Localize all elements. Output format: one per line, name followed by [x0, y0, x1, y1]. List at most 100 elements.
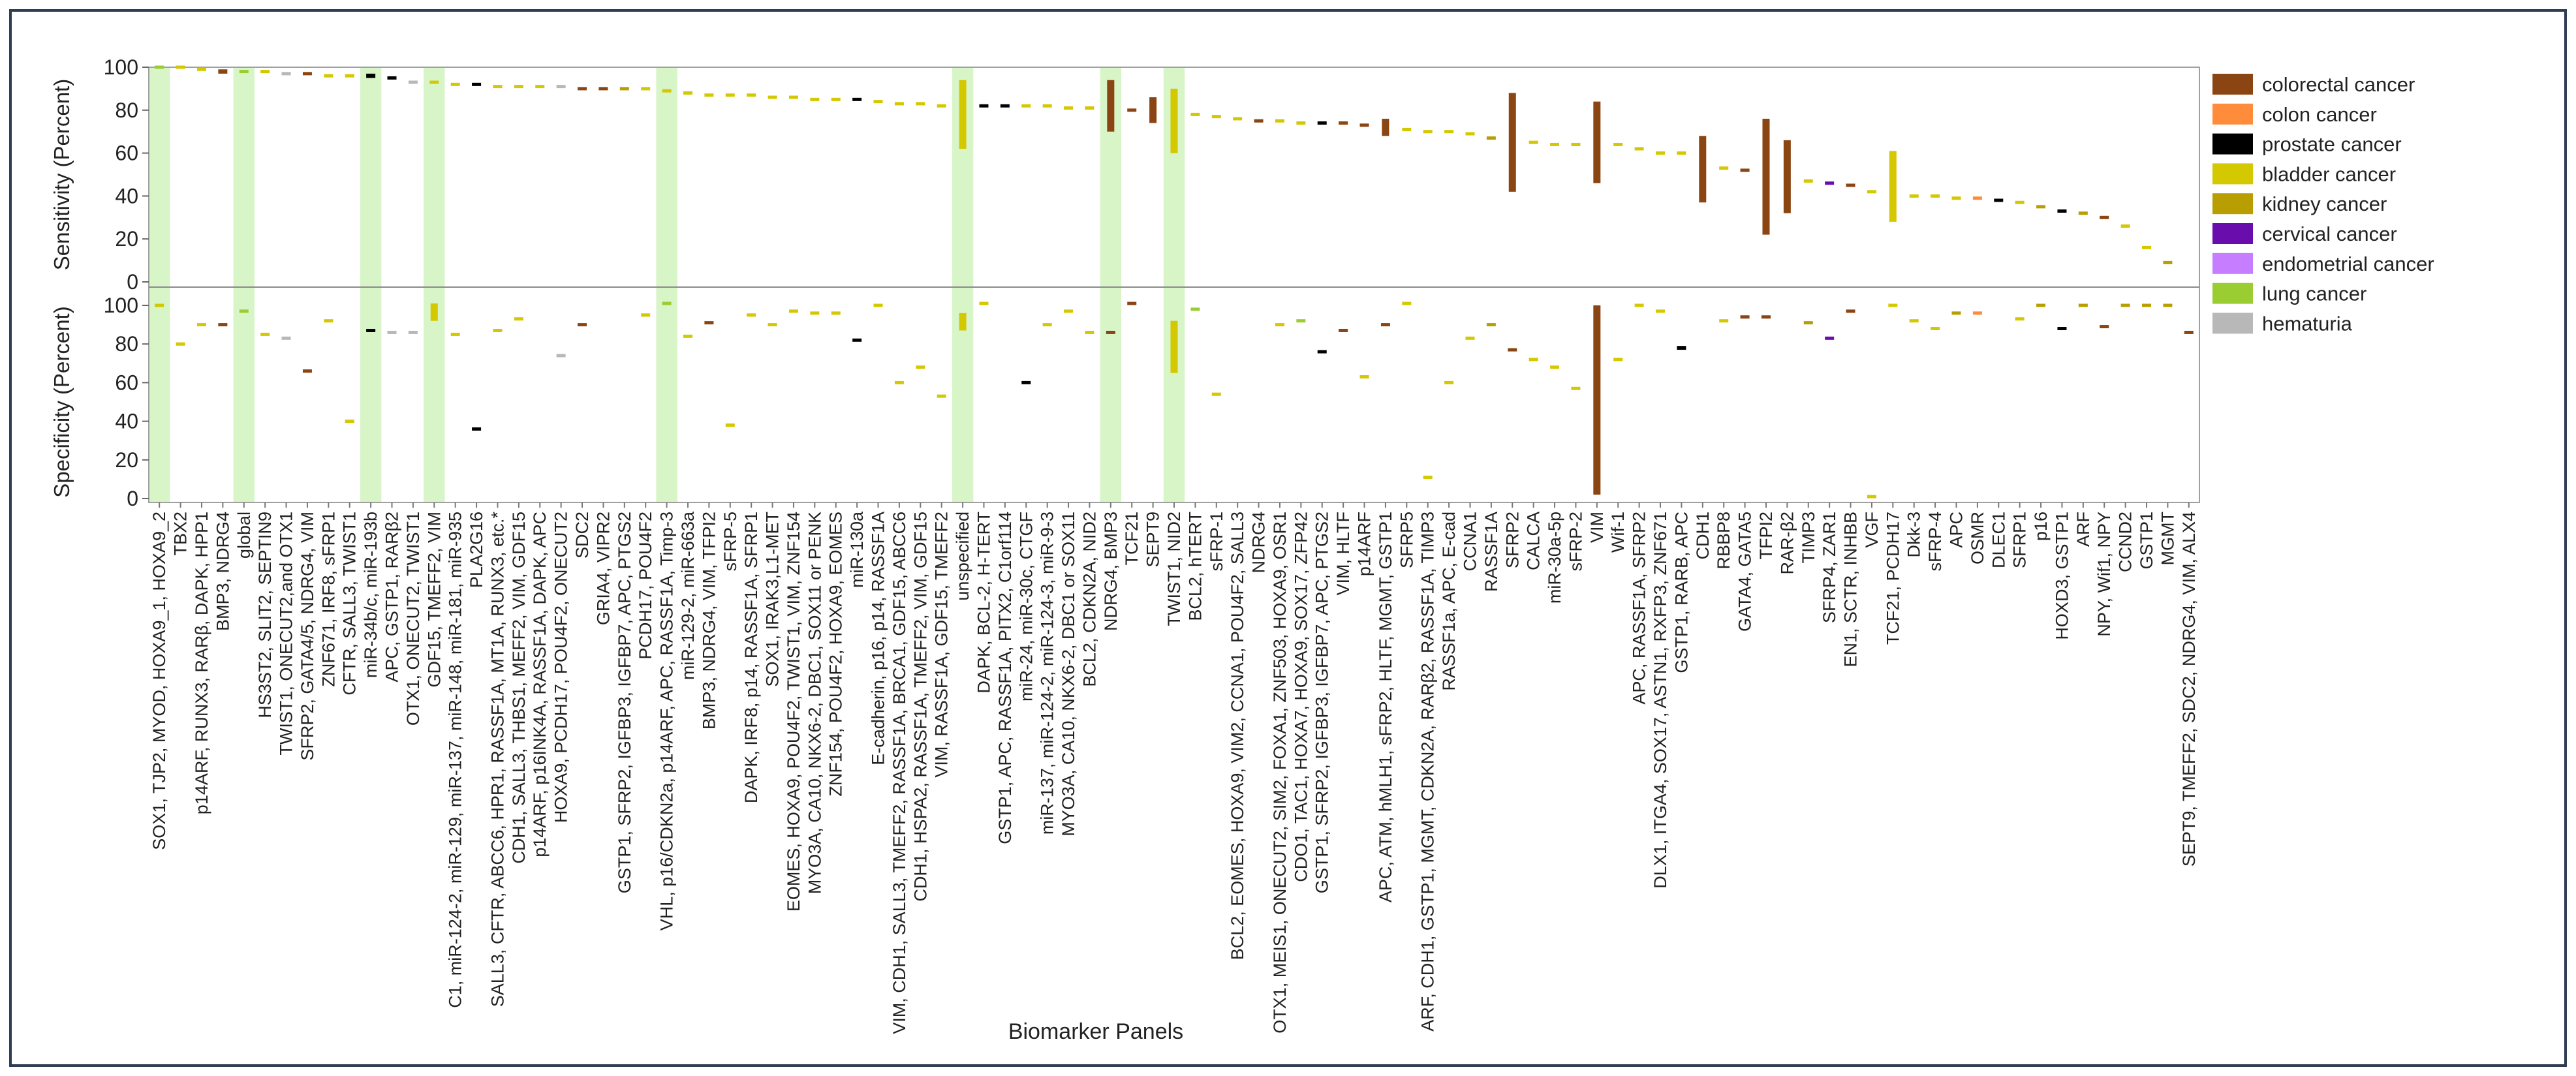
category-label: GSTP1, APC, RASSF1A, PITX2, C1orf114	[995, 512, 1015, 844]
sensitivity-mark	[1423, 130, 1433, 134]
sensitivity-mark	[1275, 119, 1284, 123]
category-label: VIM	[1587, 512, 1607, 543]
category-label: TCF21, PCDH17	[1883, 512, 1902, 645]
sensitivity-mark	[1613, 142, 1623, 146]
legend-label-bladder: bladder cancer	[2262, 162, 2396, 185]
specificity-mark	[916, 365, 925, 369]
specificity-mark	[1909, 319, 1919, 323]
category-label: BMP3, NDRG4	[213, 512, 232, 631]
legend-swatch-kidney	[2212, 193, 2253, 215]
specificity-mark	[937, 394, 946, 398]
category-label: SFRP2	[1502, 512, 1522, 568]
category-label: VIM, RASSF1A, GDF15, TMEFF2	[932, 512, 952, 778]
sensitivity-mark	[1042, 104, 1052, 108]
specificity-mark	[1021, 380, 1031, 384]
sensitivity-tick-label: 0	[127, 270, 138, 294]
sensitivity-mark	[1593, 101, 1601, 183]
specificity-mark	[1380, 323, 1390, 327]
sensitivity-mark	[324, 74, 334, 78]
sensitivity-mark	[894, 102, 904, 106]
sensitivity-mark	[535, 85, 545, 89]
sensitivity-mark	[1803, 179, 1813, 183]
sensitivity-mark	[1699, 136, 1707, 203]
sensitivity-mark	[2078, 211, 2088, 215]
specificity-mark	[1486, 323, 1496, 327]
legend-label-colon: colon cancer	[2262, 103, 2377, 126]
category-label: ZNF154, POU4F2, HOXA9, EOMES	[826, 512, 846, 797]
sensitivity-mark	[1972, 196, 1982, 200]
specificity-mark	[472, 427, 482, 431]
sensitivity-mark	[1359, 123, 1369, 127]
sensitivity-mark	[1846, 183, 1855, 187]
category-label: E-cadherin, p16, p14, RASSF1A	[869, 512, 888, 765]
legend-swatch-bladder	[2212, 163, 2253, 185]
specificity-tick-label: 80	[115, 332, 138, 356]
category-label: HOXA9, PCDH17, POU4F2, ONECUT2	[551, 512, 571, 823]
x-axis-label: Biomarker Panels	[1008, 1019, 1183, 1044]
sensitivity-mark	[155, 65, 164, 69]
legend-label-endometrial: endometrial cancer	[2262, 253, 2434, 275]
specificity-mark	[810, 311, 820, 315]
sensitivity-mark	[725, 93, 735, 97]
specificity-mark	[578, 323, 587, 327]
category-label: TCF21	[1122, 512, 1141, 566]
specificity-mark	[1931, 327, 1940, 331]
sensitivity-mark	[598, 87, 608, 91]
specificity-mark	[1359, 375, 1369, 379]
legend-label-lung: lung cancer	[2262, 283, 2367, 305]
category-label: GATA4, GATA5	[1735, 512, 1755, 632]
sensitivity-tick-label: 100	[104, 55, 138, 79]
specificity-tick-label: 0	[127, 487, 138, 510]
category-label: SFRP5	[1397, 512, 1416, 568]
sensitivity-mark	[1762, 118, 1770, 235]
category-label: DLX1, ITGA4, SOX17, ASTN1, RXFP3, ZNF671	[1651, 512, 1670, 889]
specificity-mark	[196, 323, 206, 327]
sensitivity-mark	[683, 91, 692, 95]
specificity-mark	[1951, 311, 1961, 315]
specificity-mark	[1402, 301, 1412, 305]
sensitivity-mark	[2015, 200, 2025, 204]
category-label: SEPT9, TMEFF2, SDC2, NDRG4, VIM, ALX4	[2179, 512, 2199, 867]
specificity-mark	[514, 317, 523, 321]
category-label: CDO1, TAC1, HOXA7, HOXA9, SOX17, ZFP42	[1291, 512, 1311, 882]
category-label: GRIA4, VIPR2	[593, 512, 613, 625]
specificity-mark	[1825, 336, 1835, 340]
category-label: RBBP8	[1714, 512, 1733, 570]
category-label: HOXD3, GSTP1	[2052, 512, 2072, 640]
legend-label-hematuria: hematuria	[2262, 312, 2353, 335]
specificity-mark	[747, 313, 756, 317]
sensitivity-mark	[408, 80, 418, 84]
sensitivity-mark	[959, 80, 967, 149]
specificity-mark	[1972, 311, 1982, 315]
specificity-axis-label: Specificity (Percent)	[50, 306, 74, 497]
sensitivity-mark	[1021, 104, 1031, 108]
specificity-mark	[894, 380, 904, 384]
category-label: GSTP1, SFRP2, IGFBP3, IGFBP7, APC, PTGS2	[615, 512, 634, 893]
category-label: PCDH17, POU4F2	[636, 512, 655, 660]
sensitivity-mark	[218, 69, 228, 74]
specificity-mark	[2142, 303, 2152, 307]
category-label: sFRP-5	[721, 512, 740, 572]
category-label: p16	[2031, 512, 2051, 541]
specificity-mark	[1634, 303, 1644, 307]
specificity-mark	[1275, 323, 1284, 327]
sensitivity-mark	[1656, 151, 1666, 155]
specificity-mark	[1042, 323, 1052, 327]
category-label: CDH1, HSPA2, RASSF1A, TMEFF2, VIM, GDF15	[910, 512, 930, 902]
category-label: miR-24, miR-30c, CTGF	[1016, 512, 1036, 701]
category-label: APC, ATM, hMLH1, sFRP2, HLTF, MGMT, GSTP…	[1376, 512, 1395, 902]
sensitivity-tick-label: 40	[115, 184, 138, 208]
legend-swatch-endometrial	[2212, 253, 2253, 274]
legend-swatch-colon	[2212, 103, 2253, 125]
category-label: VIM, CDH1, SALL3, TMEFF2, RASSF1A, BRCA1…	[890, 512, 909, 1034]
category-label: SEPT9	[1143, 512, 1163, 568]
specificity-mark	[1571, 386, 1581, 390]
category-label: C1, miR-124-2, miR-129, miR-137, miR-148…	[446, 512, 465, 1008]
legend-label-kidney: kidney cancer	[2262, 192, 2387, 215]
legend-swatch-lung	[2212, 283, 2253, 304]
category-label: ARF	[2073, 512, 2093, 547]
category-label: SFRP1	[2010, 512, 2030, 568]
category-label: GSTP1, RARB, APC	[1671, 512, 1691, 673]
specificity-mark	[345, 420, 354, 423]
sensitivity-mark	[1465, 132, 1475, 136]
